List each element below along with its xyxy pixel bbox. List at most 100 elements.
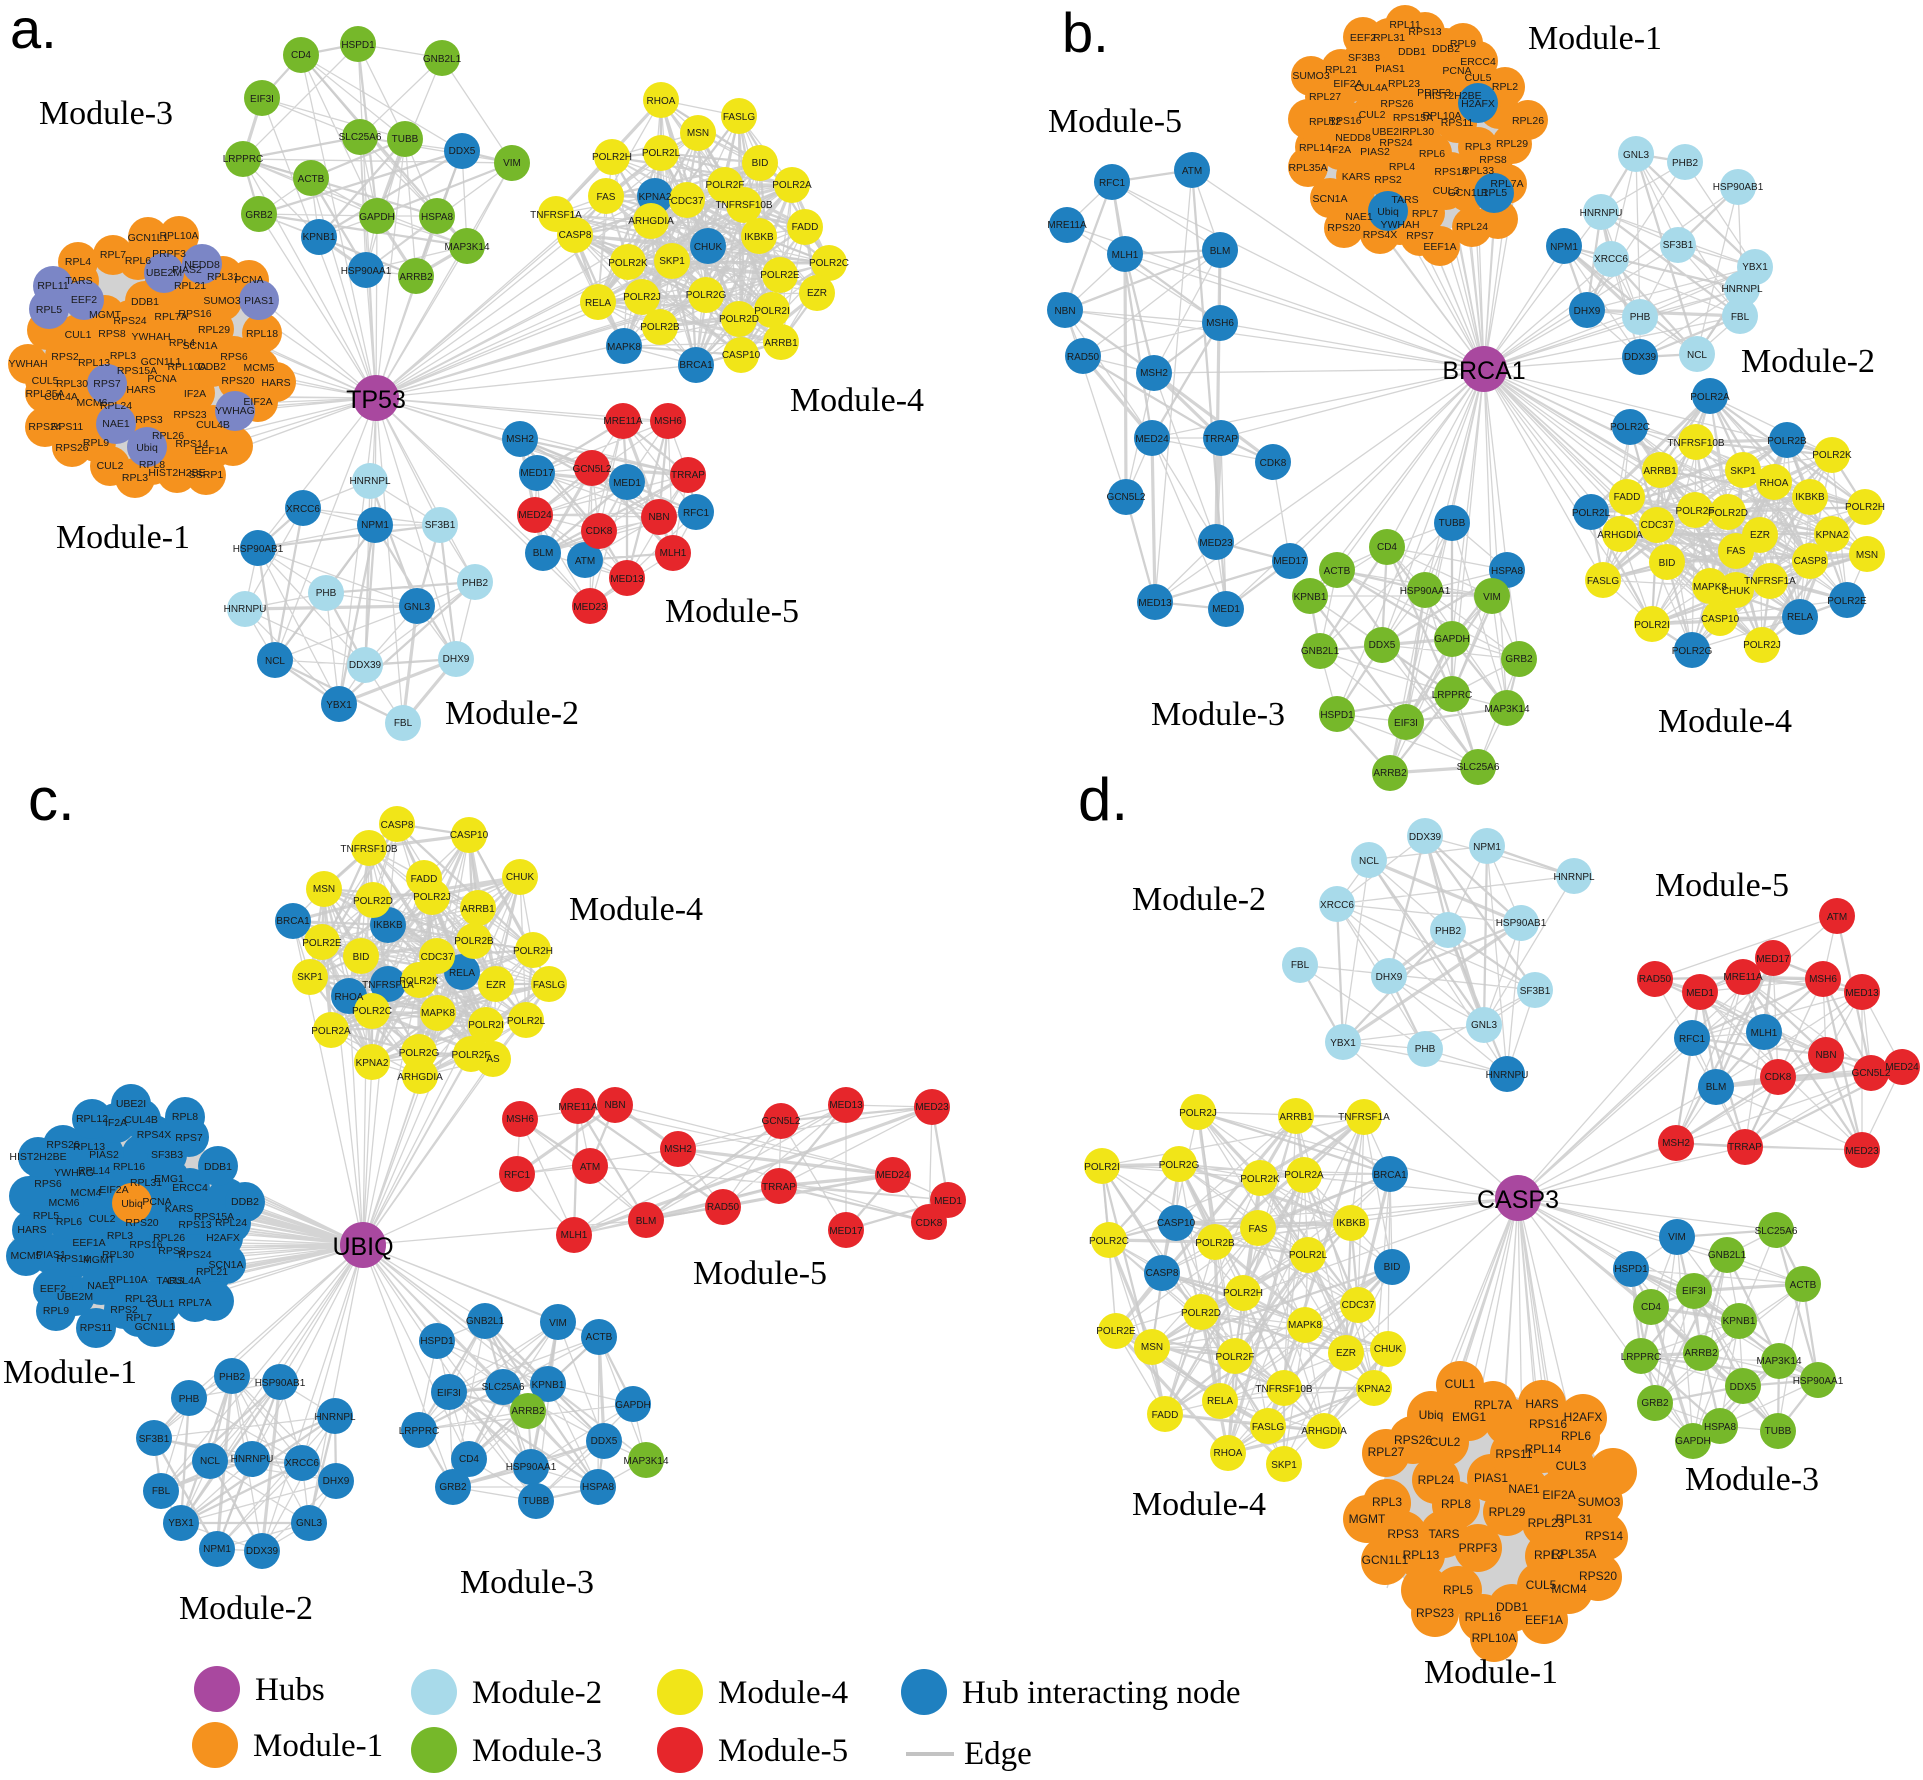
svg-text:HNRNPL: HNRNPL bbox=[1721, 284, 1763, 295]
svg-text:POLR2H: POLR2H bbox=[513, 946, 553, 957]
svg-text:RHOA: RHOA bbox=[335, 992, 364, 1003]
svg-text:BLM: BLM bbox=[636, 1216, 657, 1227]
svg-text:KARS: KARS bbox=[165, 1203, 194, 1215]
svg-text:HIST2H2BE: HIST2H2BE bbox=[1424, 90, 1481, 102]
svg-text:MED24: MED24 bbox=[1135, 434, 1169, 445]
svg-text:Ubiq: Ubiq bbox=[121, 1198, 143, 1210]
svg-text:MLH1: MLH1 bbox=[660, 548, 687, 559]
svg-text:CHUK: CHUK bbox=[1374, 1344, 1403, 1355]
svg-text:MSN: MSN bbox=[313, 884, 335, 895]
svg-text:MED23: MED23 bbox=[915, 1102, 949, 1113]
svg-text:RPS26: RPS26 bbox=[55, 442, 88, 454]
svg-text:ACTB: ACTB bbox=[1324, 566, 1351, 577]
svg-text:POLR2B: POLR2B bbox=[1767, 436, 1807, 447]
svg-text:RPS6: RPS6 bbox=[34, 1178, 62, 1190]
svg-text:DDX5: DDX5 bbox=[449, 146, 476, 157]
svg-text:RPL26: RPL26 bbox=[1512, 115, 1544, 127]
svg-text:NCL: NCL bbox=[200, 1456, 220, 1467]
svg-text:KPNA2: KPNA2 bbox=[356, 1058, 389, 1069]
svg-text:RPS23: RPS23 bbox=[1416, 1606, 1454, 1620]
svg-text:MRE11A: MRE11A bbox=[603, 416, 643, 427]
svg-text:BRCA1: BRCA1 bbox=[276, 916, 310, 927]
svg-text:BID: BID bbox=[1659, 558, 1676, 569]
svg-text:c.: c. bbox=[28, 766, 75, 833]
svg-text:POLR2D: POLR2D bbox=[1708, 508, 1748, 519]
svg-text:ARHGDIA: ARHGDIA bbox=[1597, 530, 1643, 541]
svg-text:NAE1: NAE1 bbox=[87, 1280, 115, 1292]
svg-text:HSP90AA1: HSP90AA1 bbox=[506, 1462, 557, 1473]
svg-text:PIAS1: PIAS1 bbox=[244, 295, 274, 307]
svg-text:RPS20: RPS20 bbox=[125, 1217, 158, 1229]
svg-text:DDX39: DDX39 bbox=[1409, 832, 1442, 843]
svg-text:NBN: NBN bbox=[648, 512, 669, 523]
svg-text:POLR2G: POLR2G bbox=[1672, 646, 1713, 657]
svg-text:EZR: EZR bbox=[1336, 1348, 1356, 1359]
svg-text:RPS16: RPS16 bbox=[178, 308, 211, 320]
svg-text:CUL2: CUL2 bbox=[1430, 1435, 1461, 1449]
svg-text:MSH2: MSH2 bbox=[1140, 368, 1168, 379]
svg-text:BRCA1: BRCA1 bbox=[1442, 357, 1525, 385]
svg-text:RPL29: RPL29 bbox=[198, 324, 230, 336]
svg-text:HSPD1: HSPD1 bbox=[420, 1336, 454, 1347]
svg-text:MCM4: MCM4 bbox=[1551, 1582, 1587, 1596]
svg-text:HSP90AB1: HSP90AB1 bbox=[233, 544, 284, 555]
svg-text:RPL13: RPL13 bbox=[73, 1141, 105, 1153]
svg-text:BRCA1: BRCA1 bbox=[679, 360, 713, 371]
svg-text:RPS24: RPS24 bbox=[1379, 137, 1412, 149]
svg-text:POLR2G: POLR2G bbox=[1159, 1160, 1200, 1171]
svg-text:MCM6: MCM6 bbox=[49, 1197, 80, 1209]
svg-text:NCL: NCL bbox=[265, 656, 285, 667]
svg-text:NPM1: NPM1 bbox=[1473, 842, 1501, 853]
svg-text:RPL14: RPL14 bbox=[78, 1165, 110, 1177]
svg-text:RPS4X: RPS4X bbox=[137, 1129, 171, 1141]
svg-text:VIM: VIM bbox=[1483, 592, 1501, 603]
svg-text:CDK8: CDK8 bbox=[1765, 1072, 1792, 1083]
svg-text:RELA: RELA bbox=[449, 968, 475, 979]
svg-text:HNRNPU: HNRNPU bbox=[231, 1454, 274, 1465]
svg-text:KPNA2: KPNA2 bbox=[1358, 1384, 1391, 1395]
svg-text:MAP3K14: MAP3K14 bbox=[1484, 704, 1529, 715]
svg-text:TARS: TARS bbox=[156, 1275, 183, 1287]
svg-text:POLR2A: POLR2A bbox=[1690, 392, 1730, 403]
svg-text:RHOA: RHOA bbox=[647, 96, 676, 107]
svg-text:RELA: RELA bbox=[1207, 1396, 1233, 1407]
svg-text:DDB2: DDB2 bbox=[231, 1196, 259, 1208]
svg-text:YBX1: YBX1 bbox=[1330, 1038, 1356, 1049]
svg-text:RPS15A: RPS15A bbox=[194, 1211, 234, 1223]
svg-text:RPL21: RPL21 bbox=[174, 280, 206, 292]
svg-text:MSH2: MSH2 bbox=[664, 1144, 692, 1155]
svg-text:RPS3: RPS3 bbox=[135, 414, 163, 426]
svg-text:Module-2: Module-2 bbox=[1741, 343, 1875, 380]
svg-text:DDB1: DDB1 bbox=[131, 296, 159, 308]
svg-text:TNFRSF1A: TNFRSF1A bbox=[362, 980, 414, 991]
svg-text:PHB2: PHB2 bbox=[462, 578, 489, 589]
svg-text:POLR2K: POLR2K bbox=[608, 258, 648, 269]
svg-text:RPL7A: RPL7A bbox=[154, 311, 187, 323]
svg-text:EZR: EZR bbox=[486, 980, 506, 991]
svg-text:MED17: MED17 bbox=[1756, 954, 1790, 965]
svg-text:RFC1: RFC1 bbox=[1099, 178, 1126, 189]
svg-text:TUBB: TUBB bbox=[1439, 518, 1466, 529]
svg-text:FAS: FAS bbox=[1727, 546, 1746, 557]
svg-text:AS: AS bbox=[486, 1054, 500, 1065]
svg-text:DDB1: DDB1 bbox=[1398, 46, 1426, 58]
svg-text:CUL1: CUL1 bbox=[148, 1298, 175, 1310]
svg-text:POLR2F: POLR2F bbox=[1216, 1352, 1255, 1363]
svg-text:DDB2: DDB2 bbox=[1432, 43, 1460, 55]
svg-text:MAP3K14: MAP3K14 bbox=[623, 1456, 668, 1467]
svg-text:TNFRSF10B: TNFRSF10B bbox=[1667, 438, 1725, 449]
svg-text:RELA: RELA bbox=[1787, 612, 1813, 623]
svg-text:RPL8: RPL8 bbox=[1441, 1497, 1471, 1511]
svg-text:GCN5L2: GCN5L2 bbox=[573, 464, 612, 475]
svg-text:RPS7: RPS7 bbox=[175, 1132, 203, 1144]
svg-text:POLR2E: POLR2E bbox=[1827, 596, 1867, 607]
svg-text:LRPPRC: LRPPRC bbox=[1432, 690, 1473, 701]
svg-text:Module-4: Module-4 bbox=[1132, 1486, 1266, 1523]
svg-text:GRB2: GRB2 bbox=[1641, 1398, 1669, 1409]
svg-text:Module-3: Module-3 bbox=[460, 1564, 594, 1601]
svg-text:SCN1A: SCN1A bbox=[1312, 193, 1347, 205]
svg-text:GCN5L2: GCN5L2 bbox=[762, 1116, 801, 1127]
svg-text:RPS11: RPS11 bbox=[1441, 117, 1474, 129]
svg-text:ARHGDIA: ARHGDIA bbox=[397, 1072, 443, 1083]
svg-text:Module-2: Module-2 bbox=[472, 1675, 602, 1711]
